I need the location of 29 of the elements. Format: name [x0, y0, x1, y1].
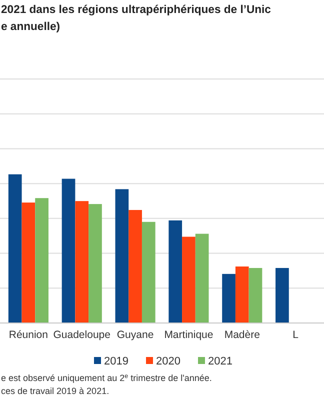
legend-label: 2019	[104, 356, 128, 368]
x-tick-label: Réunion	[8, 329, 48, 341]
bar	[276, 268, 289, 323]
x-tick-label: Guyane	[116, 329, 154, 341]
chart-subtitle: e annuelle)	[1, 21, 60, 33]
bar	[8, 174, 22, 323]
x-tick-label: Guadeloupe	[53, 329, 111, 341]
bar	[62, 178, 76, 323]
bar	[35, 198, 48, 323]
bar	[128, 210, 142, 323]
bar	[142, 222, 156, 323]
text: e est observé uniquement au 2$^{e}$ trimestre de l'année.	[1, 372, 212, 383]
bar	[182, 236, 196, 323]
text: ces de travail 2019 à 2021.	[1, 386, 110, 396]
bar	[115, 189, 129, 323]
legend-label: 2021	[208, 356, 232, 368]
bar	[195, 234, 209, 323]
x-tick-label: L	[292, 329, 299, 341]
legend-label: 2020	[156, 356, 180, 368]
bar	[88, 204, 102, 323]
x-tick-label: Martinique	[164, 329, 214, 341]
bar	[235, 266, 249, 323]
bar	[248, 268, 262, 323]
bar	[22, 202, 36, 323]
x-tick-label: Madère	[224, 329, 260, 341]
chart-title: 2021 dans les régions ultrapériphériques de l’Unic	[1, 4, 271, 16]
bar	[75, 201, 89, 323]
bar	[222, 274, 236, 323]
bar	[168, 220, 182, 323]
